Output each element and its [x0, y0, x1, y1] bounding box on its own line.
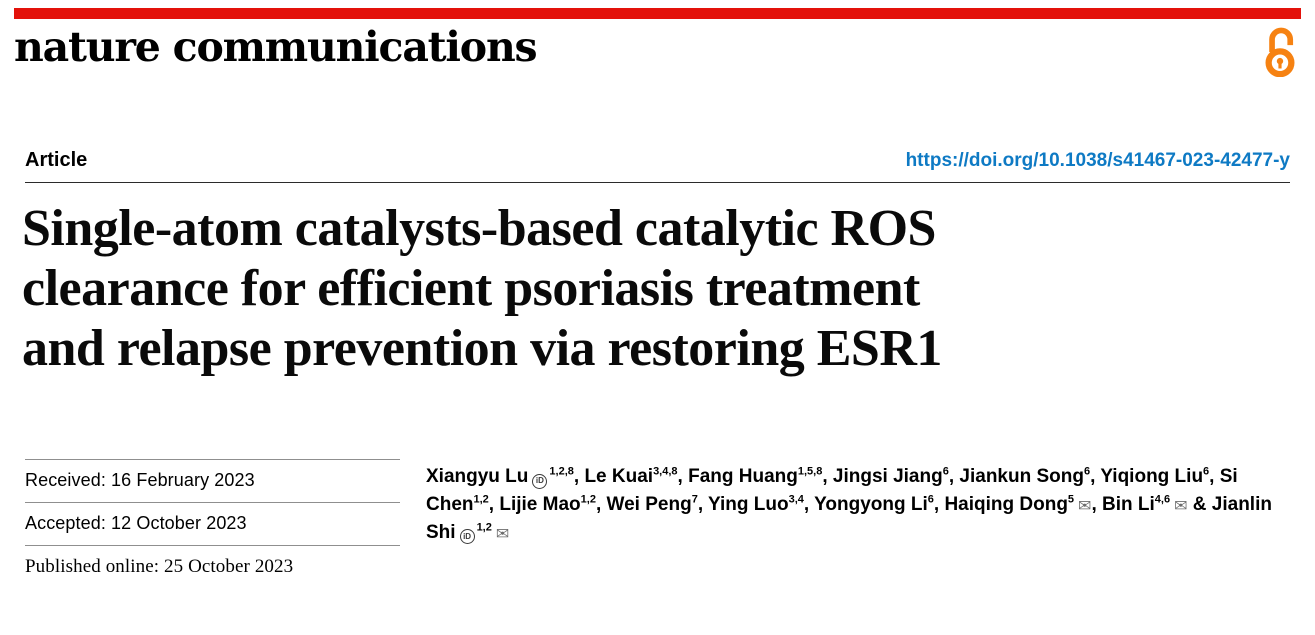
- dates-column: Received: 16 February 2023 Accepted: 12 …: [25, 459, 400, 589]
- author-affiliations: 6: [1083, 465, 1091, 478]
- author-affiliations: 3,4: [788, 493, 804, 506]
- author-separator: &: [1187, 494, 1212, 516]
- author-affiliations: 1,5,8: [797, 465, 823, 478]
- author-name: Yongyong Li: [814, 494, 928, 516]
- header-divider: [25, 182, 1290, 183]
- author-separator: ,: [948, 466, 960, 488]
- author-separator: ,: [595, 494, 607, 516]
- author-separator: ,: [677, 466, 689, 488]
- author: Fang Huang1,5,8: [688, 466, 822, 487]
- author-affiliations: 4,6: [1154, 493, 1171, 506]
- author: Bin Li4,6 ✉: [1102, 494, 1187, 515]
- email-icon[interactable]: ✉: [495, 523, 510, 543]
- orcid-icon[interactable]: iD: [459, 529, 475, 545]
- masthead: nature communications: [14, 23, 1301, 77]
- journal-logo: nature communications: [14, 23, 538, 71]
- email-icon[interactable]: ✉: [1078, 496, 1092, 516]
- author-affiliations: 6: [927, 493, 934, 506]
- author: Yiqiong Liu6: [1100, 466, 1209, 487]
- author: Si Chen1,2: [426, 466, 1238, 515]
- author: Ying Luo3,4: [708, 494, 804, 515]
- brand-color-bar: [14, 8, 1301, 19]
- author-name: Jingsi Jiang: [832, 466, 943, 488]
- author-separator: ,: [488, 494, 500, 516]
- author-affiliations: 1,2,8: [549, 465, 574, 478]
- author-name: Bin Li: [1102, 494, 1155, 516]
- author-name: Ying Luo: [708, 494, 789, 516]
- author-separator: ,: [803, 494, 815, 516]
- accepted-date-row: Accepted: 12 October 2023: [25, 502, 400, 545]
- author-separator: ,: [822, 466, 833, 488]
- author-affiliations: 5: [1067, 493, 1075, 506]
- author-affiliations: 1,2: [476, 521, 492, 534]
- author-separator: ,: [1209, 466, 1220, 488]
- author-name: Si Chen: [426, 466, 1238, 516]
- orcid-icon[interactable]: iD: [532, 473, 548, 489]
- paper-title-line: Single-atom catalysts-based catalytic RO…: [22, 200, 936, 257]
- author-name: Jiankun Song: [959, 466, 1084, 488]
- author-separator: ,: [697, 494, 709, 516]
- author: Jianlin Shi iD1,2 ✉: [426, 494, 1272, 545]
- published-date-row: Published online: 25 October 2023: [25, 545, 400, 589]
- author-list: Xiangyu Lu iD1,2,8, Le Kuai3,4,8, Fang Hu…: [426, 459, 1290, 547]
- open-access-icon: [1265, 27, 1295, 77]
- author-name: Fang Huang: [688, 466, 798, 488]
- author-name: Lijie Mao: [499, 494, 581, 516]
- author-separator: ,: [1091, 494, 1103, 516]
- paper-title-line: clearance for efficient psoriasis treatm…: [22, 260, 920, 318]
- author-separator: ,: [933, 494, 945, 516]
- received-date-row: Received: 16 February 2023: [25, 459, 400, 502]
- email-icon[interactable]: ✉: [1174, 496, 1188, 516]
- paper-title-line: and relapse prevention via restoring ESR…: [22, 320, 942, 378]
- article-type-label: Article: [25, 149, 88, 171]
- author-name: Le Kuai: [584, 466, 654, 488]
- author-name: Haiqing Dong: [944, 494, 1068, 516]
- author: Yongyong Li6: [814, 494, 934, 515]
- author: Haiqing Dong5 ✉: [944, 494, 1091, 515]
- author: Le Kuai3,4,8: [584, 466, 677, 487]
- author: Lijie Mao1,2: [499, 494, 596, 515]
- meta-section: Received: 16 February 2023 Accepted: 12 …: [25, 459, 1290, 589]
- article-row: Article https://doi.org/10.1038/s41467-0…: [25, 149, 1290, 172]
- author-name: Wei Peng: [606, 494, 692, 516]
- author-separator: ,: [1090, 466, 1101, 488]
- author: Jingsi Jiang6: [833, 466, 949, 487]
- author-affiliations: 1,2: [473, 493, 489, 506]
- author-separator: ,: [573, 466, 585, 488]
- author-affiliations: 6: [942, 465, 949, 478]
- doi-link[interactable]: https://doi.org/10.1038/s41467-023-42477…: [905, 150, 1290, 171]
- author: Xiangyu Lu iD1,2,8: [426, 465, 574, 489]
- author-name: Yiqiong Liu: [1100, 466, 1204, 488]
- author-affiliations: 1,2: [580, 493, 596, 506]
- author-affiliations: 7: [691, 493, 698, 506]
- author: Wei Peng7: [607, 494, 698, 515]
- author-name: Xiangyu Lu: [426, 466, 529, 488]
- author-affiliations: 3,4,8: [653, 465, 678, 478]
- author: Jiankun Song6: [959, 466, 1090, 487]
- article-header-page: nature communications Article https://do…: [0, 8, 1315, 635]
- author-name: Jianlin Shi: [426, 494, 1272, 543]
- paper-title: Single-atom catalysts-based catalytic RO…: [22, 199, 1290, 379]
- author-affiliations: 6: [1203, 465, 1210, 478]
